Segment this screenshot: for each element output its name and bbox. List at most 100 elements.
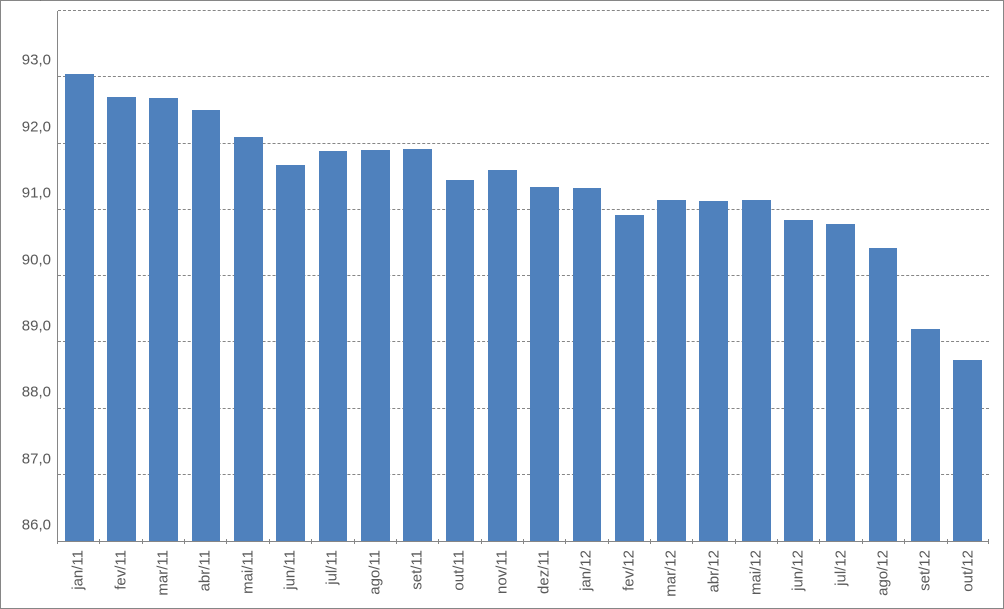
x-slot: ago/12: [862, 544, 904, 608]
y-axis: 86,087,088,089,090,091,092,093,094,0: [1, 11, 57, 542]
x-slot: dez/11: [523, 544, 565, 608]
x-tick-mark: [354, 539, 355, 544]
x-tick-label: dez/11: [536, 550, 553, 594]
x-tick-label: jun/11: [281, 550, 298, 590]
x-tick-mark: [904, 539, 905, 544]
x-tick-label: abr/11: [197, 550, 214, 591]
x-slot: out/12: [947, 544, 989, 608]
x-tick-mark: [142, 539, 143, 544]
bar-slot: [693, 11, 735, 541]
x-tick-mark: [523, 539, 524, 544]
x-tick-label: out/12: [959, 550, 976, 592]
x-tick-mark: [438, 539, 439, 544]
bar-slot: [650, 11, 692, 541]
bar-slot: [735, 11, 777, 541]
bar: [699, 201, 728, 541]
bar-slot: [608, 11, 650, 541]
x-tick-mark: [819, 539, 820, 544]
x-axis: jan/11 fev/11 mar/11 abr/11 mai/11 jun/11 jul/…: [57, 544, 989, 608]
x-tick-mark: [777, 539, 778, 544]
x-tick-mark: [396, 539, 397, 544]
y-tick-label: 94,0: [22, 0, 51, 3]
x-tick-mark: [481, 539, 482, 544]
bar-slot: [270, 11, 312, 541]
x-slot: mar/12: [650, 544, 692, 608]
x-tick-label: abr/12: [705, 550, 722, 593]
bar: [742, 200, 771, 541]
bar: [149, 98, 178, 541]
y-tick-label: 89,0: [22, 317, 51, 334]
x-slot: set/11: [396, 544, 438, 608]
y-tick-label: 90,0: [22, 251, 51, 268]
bar-slot: [904, 11, 946, 541]
bar-slot: [439, 11, 481, 541]
bar: [573, 188, 602, 541]
x-tick-mark: [988, 539, 989, 544]
x-slot: jan/12: [565, 544, 607, 608]
bar-slot: [947, 11, 989, 541]
bar: [826, 224, 855, 541]
bar: [65, 74, 94, 541]
x-slot: jul/11: [311, 544, 353, 608]
x-slot: abr/11: [184, 544, 226, 608]
bar: [953, 360, 982, 541]
bar: [530, 187, 559, 541]
bar: [403, 149, 432, 541]
x-slot: fev/11: [99, 544, 141, 608]
x-tick-label: out/11: [451, 550, 468, 591]
x-slot: jun/12: [777, 544, 819, 608]
x-tick-mark: [184, 539, 185, 544]
bar: [319, 151, 348, 541]
x-slot: mai/12: [735, 544, 777, 608]
bar: [446, 180, 475, 541]
x-tick-label: set/11: [409, 550, 426, 590]
x-tick-mark: [99, 539, 100, 544]
x-tick-label: mar/11: [154, 550, 171, 596]
bar-slot: [862, 11, 904, 541]
plot-area: [57, 11, 989, 542]
x-tick-mark: [608, 539, 609, 544]
y-tick-label: 87,0: [22, 450, 51, 467]
x-tick-label: mar/12: [663, 550, 680, 597]
x-slot: jul/12: [819, 544, 861, 608]
x-tick-label: jan/12: [578, 550, 595, 591]
x-tick-mark: [735, 539, 736, 544]
bar-slot: [185, 11, 227, 541]
bar-slot: [820, 11, 862, 541]
x-tick-label: fev/11: [112, 550, 129, 590]
x-slot: fev/12: [608, 544, 650, 608]
x-tick-label: jul/12: [832, 550, 849, 586]
bar-slot: [143, 11, 185, 541]
x-tick-label: ago/11: [366, 550, 383, 595]
bar-slot: [312, 11, 354, 541]
x-tick-mark: [692, 539, 693, 544]
x-tick-label: jan/11: [70, 550, 87, 590]
x-tick-mark: [226, 539, 227, 544]
x-tick-label: nov/11: [493, 550, 510, 594]
bar: [192, 110, 221, 541]
x-tick-label: mai/12: [747, 550, 764, 595]
bar: [361, 150, 390, 541]
bar: [869, 248, 898, 541]
x-slot: set/12: [904, 544, 946, 608]
x-slot: jun/11: [269, 544, 311, 608]
x-tick-label: fev/12: [620, 550, 637, 591]
x-tick-mark: [947, 539, 948, 544]
x-slot: mai/11: [226, 544, 268, 608]
y-tick-label: 92,0: [22, 118, 51, 135]
bar-slot: [777, 11, 819, 541]
bar: [276, 165, 305, 541]
y-tick-label: 88,0: [22, 384, 51, 401]
bar: [107, 97, 136, 541]
x-tick-label: mai/11: [239, 550, 256, 594]
bar-slot: [566, 11, 608, 541]
chart-frame: 86,087,088,089,090,091,092,093,094,0 jan…: [0, 0, 1004, 609]
x-slot: nov/11: [481, 544, 523, 608]
bar: [784, 220, 813, 541]
y-tick-label: 93,0: [22, 52, 51, 69]
x-tick-label: set/12: [917, 550, 934, 591]
bars-container: [58, 11, 989, 541]
x-slot: abr/12: [692, 544, 734, 608]
bar-slot: [100, 11, 142, 541]
bar: [911, 329, 940, 541]
